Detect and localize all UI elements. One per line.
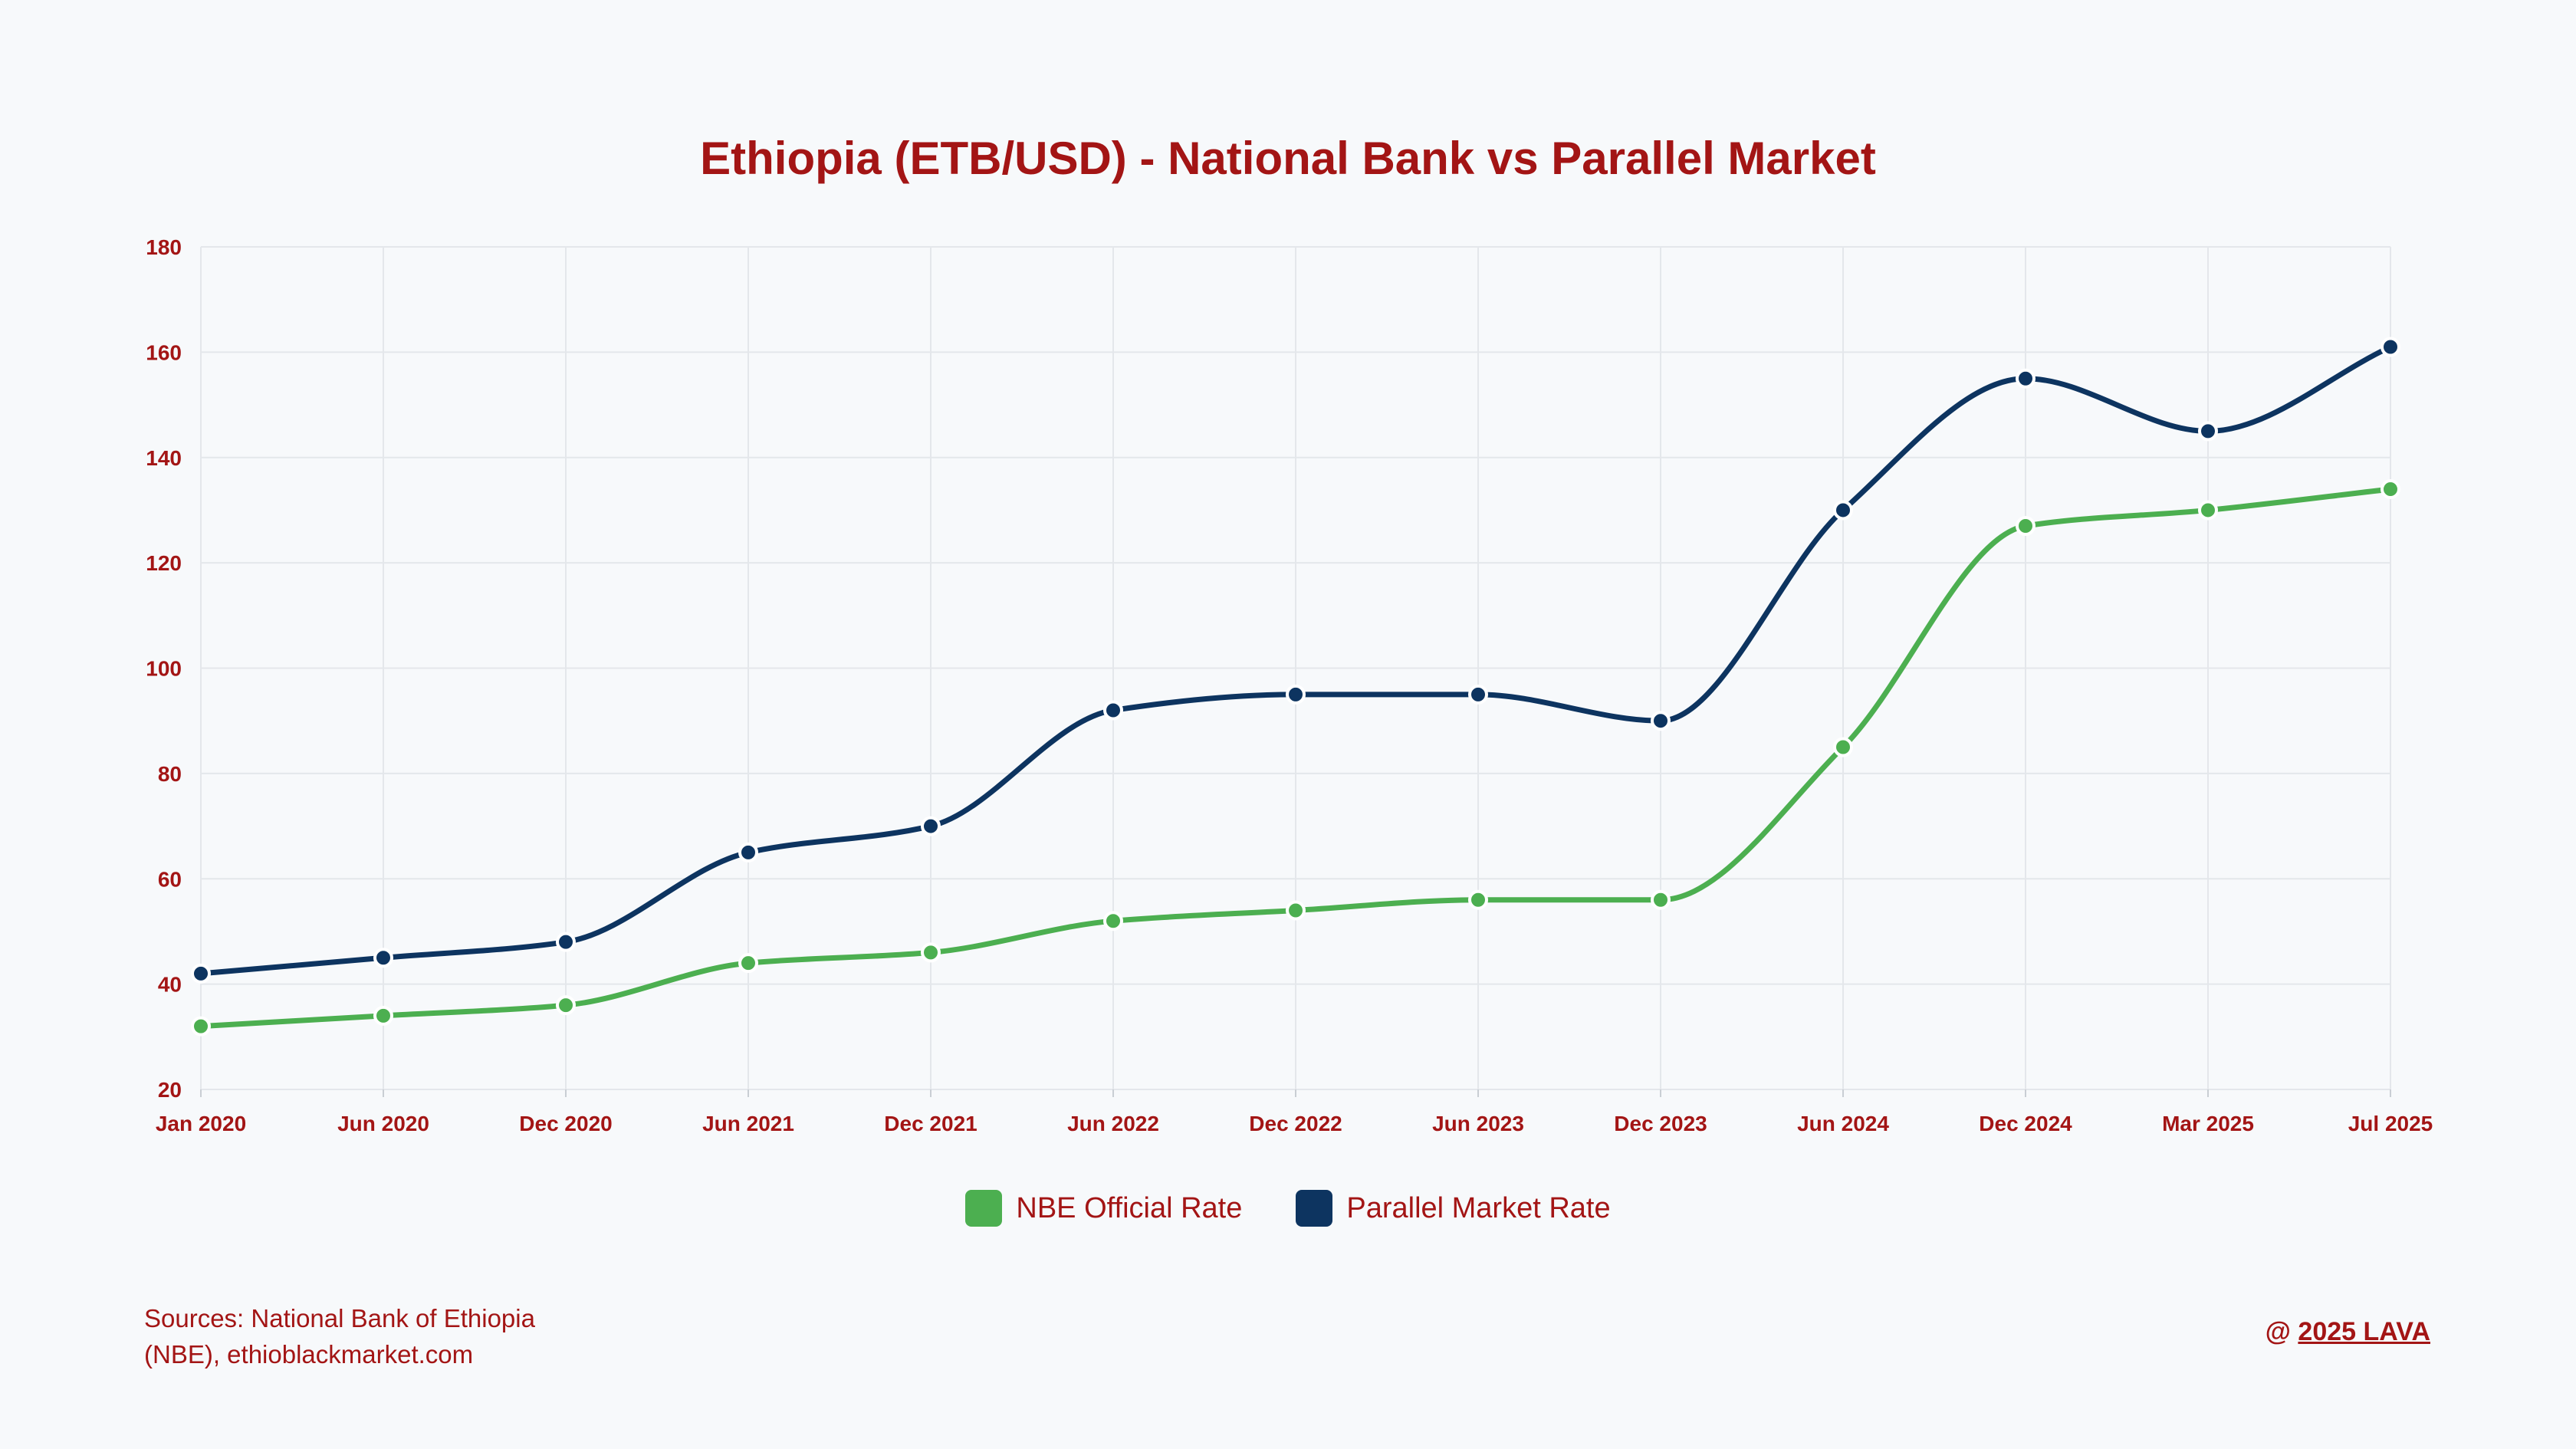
data-point-nbe[interactable] <box>1286 900 1306 921</box>
data-point-parallel[interactable] <box>2198 421 2218 442</box>
y-tick-label: 60 <box>158 867 182 891</box>
data-point-nbe[interactable] <box>921 942 941 963</box>
data-point-parallel[interactable] <box>1833 500 1853 521</box>
data-point-parallel[interactable] <box>556 932 576 952</box>
legend-item-parallel[interactable]: Parallel Market Rate <box>1296 1190 1611 1227</box>
x-tick-label: Dec 2024 <box>1979 1112 2072 1135</box>
grid-lines <box>200 246 2391 1097</box>
legend-swatch-parallel <box>1296 1190 1333 1227</box>
data-point-parallel[interactable] <box>373 948 393 968</box>
data-point-nbe[interactable] <box>1833 737 1853 757</box>
y-tick-label: 180 <box>146 235 182 259</box>
x-tick-label: Jun 2022 <box>1067 1112 1159 1135</box>
data-point-parallel[interactable] <box>1468 684 1488 705</box>
x-tick-label: Jul 2025 <box>2348 1112 2433 1135</box>
data-point-nbe[interactable] <box>2016 516 2036 537</box>
sources-line-1: Sources: National Bank of Ethiopia <box>144 1304 535 1332</box>
data-point-nbe[interactable] <box>738 953 758 974</box>
chart-title: Ethiopia (ETB/USD) - National Bank vs Pa… <box>700 133 1876 184</box>
sources-note: Sources: National Bank of Ethiopia (NBE)… <box>144 1300 681 1372</box>
data-point-parallel[interactable] <box>921 816 941 836</box>
data-point-parallel[interactable] <box>1286 684 1306 705</box>
legend-item-nbe[interactable]: NBE Official Rate <box>965 1190 1242 1227</box>
x-tick-label: Dec 2023 <box>1614 1112 1707 1135</box>
copyright-link[interactable]: 2025 LAVA <box>2298 1317 2430 1346</box>
data-point-parallel[interactable] <box>191 963 211 984</box>
data-point-parallel[interactable] <box>2380 337 2400 357</box>
copyright-prefix: @ <box>2265 1317 2298 1346</box>
x-tick-label: Jun 2021 <box>702 1112 794 1135</box>
x-tick-label: Jun 2024 <box>1797 1112 1889 1135</box>
x-tick-label: Dec 2022 <box>1249 1112 1342 1135</box>
copyright: @ 2025 LAVA <box>2266 1317 2430 1347</box>
data-point-nbe[interactable] <box>1651 889 1671 910</box>
x-tick-label: Jun 2020 <box>337 1112 429 1135</box>
data-point-nbe[interactable] <box>373 1005 393 1026</box>
y-tick-label: 100 <box>146 657 182 681</box>
legend-label-parallel: Parallel Market Rate <box>1346 1191 1611 1224</box>
data-point-nbe[interactable] <box>556 995 576 1016</box>
x-tick-label: Dec 2021 <box>884 1112 977 1135</box>
data-point-nbe[interactable] <box>191 1016 211 1037</box>
axis-labels: 20 40 60 80 100 120 140 160 180 Jan 2020 Jun 2020 D… <box>146 235 2433 1135</box>
series-points <box>191 337 2400 1037</box>
y-tick-label: 20 <box>158 1078 182 1102</box>
chart-legend: NBE Official Rate Parallel Market Rate <box>0 1190 2576 1227</box>
data-point-parallel[interactable] <box>738 842 758 863</box>
legend-swatch-nbe <box>965 1190 1003 1227</box>
sources-line-2: (NBE), ethioblackmarket.com <box>144 1340 474 1368</box>
x-tick-label: Dec 2020 <box>519 1112 612 1135</box>
y-tick-label: 80 <box>158 762 182 786</box>
data-point-parallel[interactable] <box>1103 700 1123 721</box>
y-tick-label: 120 <box>146 551 182 575</box>
x-tick-label: Jan 2020 <box>156 1112 246 1135</box>
x-tick-label: Jun 2023 <box>1432 1112 1524 1135</box>
legend-label-nbe: NBE Official Rate <box>1016 1191 1243 1224</box>
data-point-nbe[interactable] <box>2198 500 2218 521</box>
y-tick-label: 160 <box>146 340 182 364</box>
x-tick-label: Mar 2025 <box>2162 1112 2254 1135</box>
data-point-parallel[interactable] <box>1651 711 1671 731</box>
y-tick-label: 140 <box>146 446 182 470</box>
data-point-nbe[interactable] <box>2380 478 2400 499</box>
data-point-nbe[interactable] <box>1468 889 1488 910</box>
data-point-parallel[interactable] <box>2016 368 2036 389</box>
y-tick-label: 40 <box>158 973 182 997</box>
data-point-nbe[interactable] <box>1103 911 1123 932</box>
